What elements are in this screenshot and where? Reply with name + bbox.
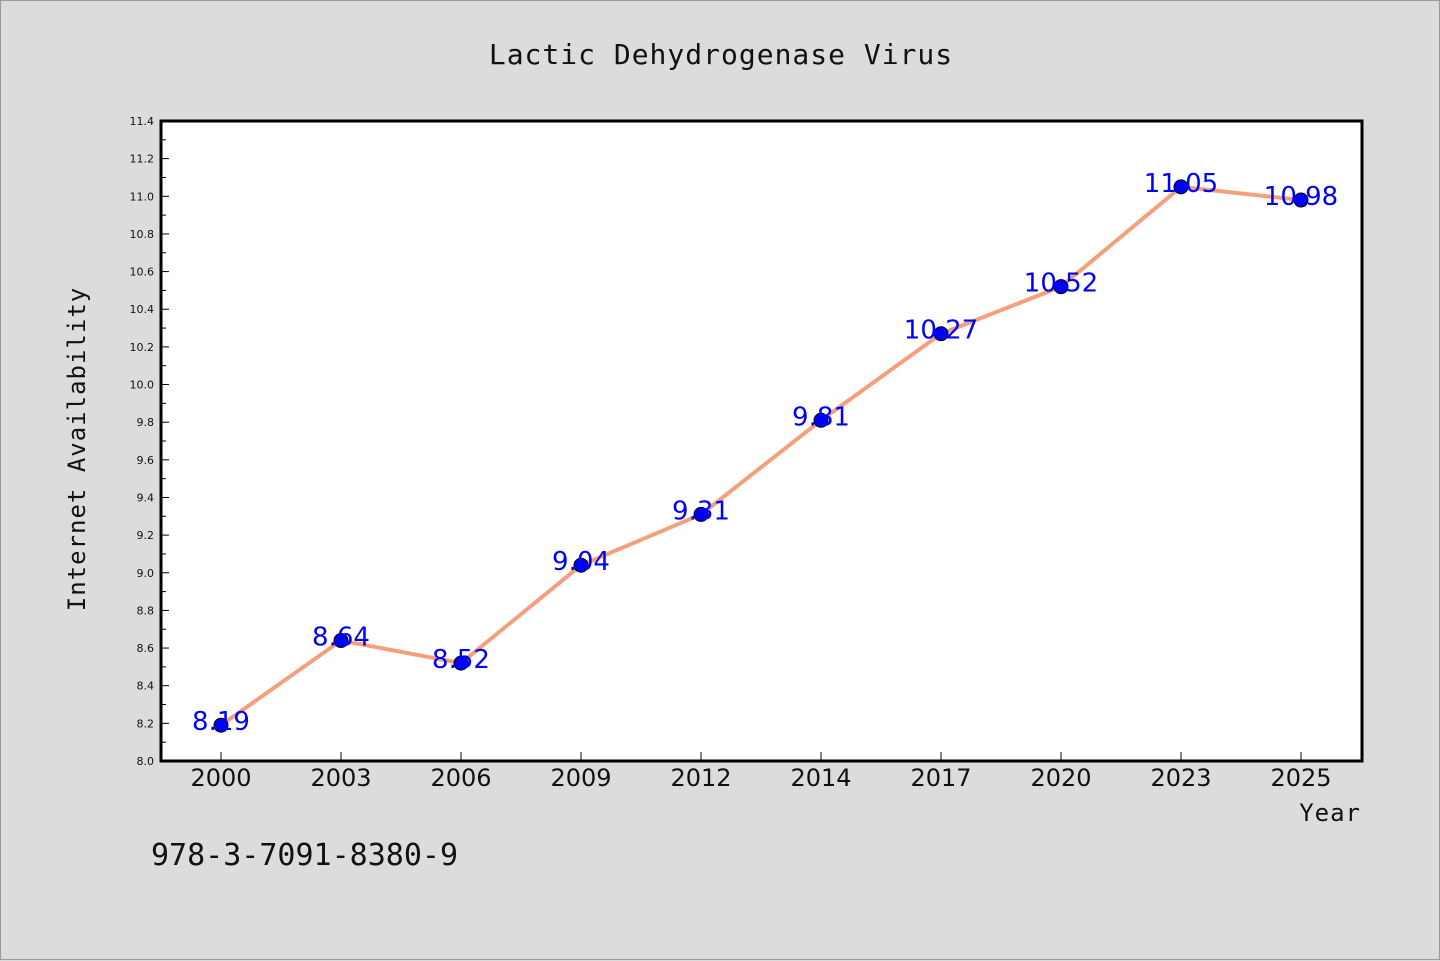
y-tick-label: 11.2 [130,153,155,166]
y-tick-label: 9.4 [137,491,155,504]
y-tick-label: 10.2 [130,341,155,354]
data-label: 11.05 [1144,169,1218,199]
y-tick-label: 8.8 [137,604,155,617]
x-tick-label: 2014 [790,764,851,792]
y-tick-label: 9.0 [137,567,155,580]
data-label: 9.31 [672,496,730,526]
data-point [1173,179,1189,195]
x-tick-label: 2009 [550,764,611,792]
y-tick-label: 8.2 [137,717,155,730]
data-point [813,412,829,428]
data-point [933,326,949,342]
data-point [1293,192,1309,208]
y-tick-label: 10.6 [130,266,155,279]
y-tick-label: 10.8 [130,228,155,241]
y-tick-label: 8.0 [137,755,155,768]
x-tick-label: 2023 [1150,764,1211,792]
y-tick-label: 11.0 [130,190,155,203]
x-tick-label: 2017 [910,764,971,792]
data-label-group: 8.19 8.64 8.52 9.04 9.31 9.81 10.27 10.52 11.05 1… [192,169,1338,737]
data-label: 9.81 [792,402,850,432]
plot-area [159,119,1364,763]
x-tick-label: 2000 [190,764,251,792]
data-label: 8.19 [192,707,250,737]
data-point [693,506,709,522]
data-label: 9.04 [552,547,610,577]
y-tick-label: 8.4 [137,680,155,693]
y-tick-label: 9.2 [137,529,155,542]
data-point [213,717,229,733]
chart-title: Lactic Dehydrogenase Virus [489,38,953,71]
y-tick-label: 9.8 [137,416,155,429]
data-point [1053,279,1069,295]
x-tick-label: 2020 [1030,764,1091,792]
series-line-group [219,184,1303,728]
y-tick-label: 8.6 [137,642,155,655]
y-axis-label: Internet Availability [63,287,91,611]
marker-group [213,179,1309,733]
x-tick-label: 2006 [430,764,491,792]
x-tick-label: 2012 [670,764,731,792]
y-axis: 8.0 8.2 8.4 8.6 8.8 9.0 9.2 9.4 9.6 9.8 10.0 10.2 10… [130,115,169,768]
footer-code: 978-3-7091-8380-9 [151,838,458,873]
x-tick-label: 2003 [310,764,371,792]
x-axis-label: Year [1299,799,1361,827]
series-line [219,184,1303,728]
data-point [453,655,469,671]
data-label: 10.98 [1264,182,1338,212]
y-tick-label: 10.4 [130,303,155,316]
data-label: 8.52 [432,645,490,675]
data-label: 8.64 [312,623,370,653]
data-label: 10.52 [1024,269,1098,299]
data-point [333,633,349,649]
data-label: 10.27 [904,316,978,346]
y-tick-label: 11.4 [130,115,155,128]
x-tick-label: 2025 [1270,764,1331,792]
x-axis: 2000 2003 2006 2009 2012 2014 2017 2020 2023 2025 [190,752,1332,792]
y-tick-label: 10.0 [130,379,155,392]
y-tick-label: 9.6 [137,454,155,467]
data-point [573,557,589,573]
